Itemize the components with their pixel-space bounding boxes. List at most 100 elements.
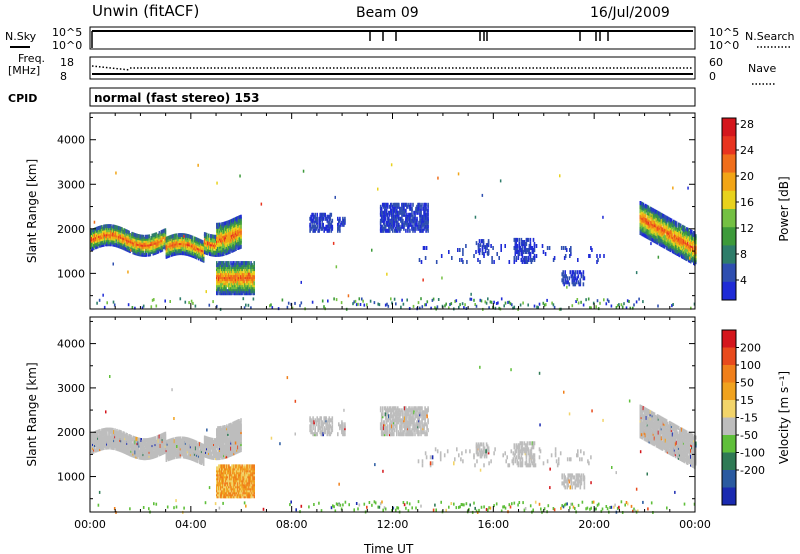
echo-cell bbox=[125, 229, 127, 234]
echo-cell bbox=[486, 246, 488, 250]
echo-cell bbox=[91, 243, 93, 247]
echo-cell bbox=[542, 250, 545, 254]
echo-cell bbox=[475, 250, 477, 254]
noise-cell bbox=[335, 265, 338, 269]
echo-cell bbox=[139, 248, 141, 253]
echo-cell bbox=[425, 202, 427, 207]
echo-cell bbox=[146, 234, 149, 239]
ground-scatter-cell bbox=[184, 300, 187, 304]
echo-cell bbox=[150, 246, 153, 250]
noise-cell bbox=[635, 271, 638, 275]
echo-cell bbox=[138, 248, 140, 253]
echo-cell bbox=[331, 218, 334, 223]
echo-cell bbox=[184, 233, 187, 238]
echo-cell bbox=[196, 237, 199, 242]
noise-cell bbox=[390, 163, 393, 167]
echo-cell bbox=[565, 248, 568, 252]
echo-cell bbox=[94, 237, 96, 242]
echo-cell bbox=[478, 244, 480, 248]
echo-cell bbox=[142, 234, 144, 239]
echo-cell bbox=[570, 250, 572, 254]
ground-scatter-cell bbox=[393, 297, 396, 301]
echo-cell bbox=[529, 237, 532, 242]
ground-scatter-cell bbox=[571, 304, 574, 308]
nsky-upper-tick: 10^5 bbox=[52, 26, 82, 39]
echo-cell bbox=[520, 258, 523, 262]
ground-scatter-cell bbox=[473, 298, 475, 302]
echo-cell bbox=[484, 249, 487, 254]
echo-cell bbox=[175, 249, 178, 254]
echo-cell bbox=[132, 232, 134, 237]
ground-scatter-cell bbox=[436, 305, 439, 309]
echo-cell bbox=[125, 247, 127, 252]
ground-scatter-cell bbox=[212, 300, 214, 304]
echo-cell bbox=[240, 214, 242, 219]
echo-cell bbox=[127, 246, 129, 251]
ground-scatter-cell bbox=[610, 304, 613, 308]
echo-cell bbox=[126, 239, 128, 244]
echo-cell bbox=[487, 252, 489, 256]
echo-cell bbox=[491, 260, 493, 264]
noise-cell bbox=[689, 256, 691, 260]
echo-cell bbox=[514, 252, 517, 256]
echo-cell bbox=[195, 255, 198, 260]
ground-scatter-cell bbox=[623, 302, 625, 306]
echo-cell bbox=[161, 239, 164, 244]
echo-cell bbox=[98, 238, 100, 243]
echo-cell bbox=[185, 233, 188, 238]
echo-cell bbox=[154, 436, 157, 441]
noise-cell bbox=[386, 272, 388, 276]
echo-cell bbox=[97, 226, 99, 231]
echo-cell bbox=[123, 238, 125, 243]
echo-cell bbox=[579, 278, 582, 283]
echo-cell bbox=[191, 243, 194, 248]
echo-cell bbox=[117, 235, 119, 240]
echo-cell bbox=[405, 228, 407, 233]
echo-cell bbox=[535, 244, 538, 248]
echo-cell bbox=[136, 233, 138, 238]
echo-cell bbox=[151, 245, 154, 250]
echo-cell bbox=[174, 251, 177, 256]
echo-cell bbox=[330, 212, 333, 217]
echo-cell bbox=[124, 242, 126, 247]
ground-scatter-cell bbox=[363, 303, 366, 307]
y-tick-label: 4000 bbox=[57, 134, 85, 147]
echo-cell bbox=[194, 237, 197, 241]
echo-cell bbox=[104, 224, 106, 229]
echo-cell bbox=[420, 260, 423, 264]
ground-scatter-cell bbox=[294, 301, 296, 305]
echo-cell bbox=[139, 234, 141, 239]
echo-cell bbox=[119, 234, 121, 239]
ground-scatter-cell bbox=[142, 304, 145, 308]
ground-scatter-cell bbox=[335, 298, 338, 302]
ground-scatter-cell bbox=[412, 304, 415, 308]
colorbar-segment bbox=[722, 136, 736, 155]
echo-cell bbox=[462, 252, 464, 256]
echo-cell bbox=[387, 202, 389, 207]
echo-cell bbox=[415, 226, 417, 231]
ground-scatter-cell bbox=[432, 297, 435, 301]
ground-scatter-cell bbox=[618, 303, 620, 307]
echo-cell bbox=[398, 202, 400, 207]
ground-scatter-cell bbox=[270, 303, 272, 307]
echo-cell bbox=[102, 226, 104, 231]
echo-cell bbox=[459, 258, 461, 262]
echo-cell bbox=[180, 233, 183, 238]
echo-cell bbox=[90, 229, 92, 234]
ground-scatter-cell bbox=[188, 301, 190, 305]
ground-scatter-cell bbox=[628, 300, 630, 303]
echo-cell bbox=[163, 238, 166, 243]
echo-cell bbox=[380, 206, 383, 211]
ground-scatter-cell bbox=[553, 305, 556, 309]
noise-cell bbox=[687, 186, 689, 190]
echo-cell bbox=[527, 256, 530, 260]
nsky-lower-tick: 10^0 bbox=[52, 39, 82, 52]
echo-cell bbox=[171, 252, 174, 257]
echo-cell bbox=[492, 246, 494, 250]
echo-cell bbox=[130, 233, 132, 238]
echo-cell bbox=[425, 246, 428, 250]
echo-cell bbox=[131, 231, 133, 236]
echo-cell bbox=[96, 226, 98, 231]
ground-scatter-cell bbox=[608, 299, 610, 303]
